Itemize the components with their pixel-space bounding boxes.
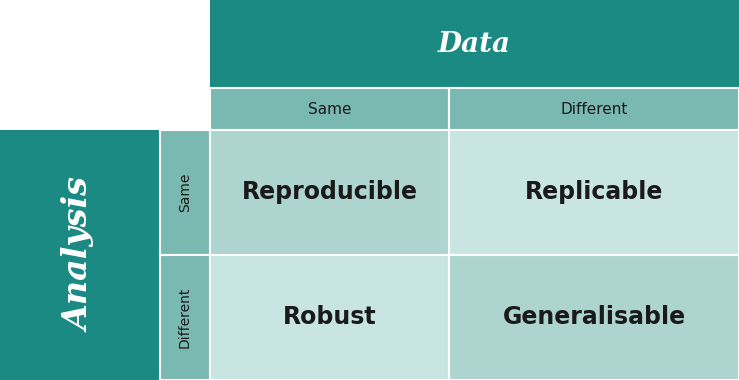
Text: Replicable: Replicable (525, 180, 663, 204)
Bar (449, 130, 739, 255)
Bar (160, 255, 210, 380)
Bar (210, 0, 739, 88)
Bar (0, 130, 160, 380)
Bar (160, 130, 210, 255)
Bar (210, 88, 449, 130)
Text: Same: Same (178, 173, 192, 212)
Bar (0, 0, 160, 218)
Text: Generalisable: Generalisable (503, 306, 686, 329)
Text: Different: Different (178, 287, 192, 348)
Text: Reproducible: Reproducible (242, 180, 418, 204)
Bar (210, 255, 449, 380)
Text: Different: Different (560, 101, 627, 117)
Bar (449, 88, 739, 130)
Text: Analysis: Analysis (64, 178, 97, 332)
Text: Data: Data (438, 30, 511, 57)
Bar (210, 130, 449, 255)
Text: Same: Same (307, 101, 351, 117)
Bar (449, 255, 739, 380)
Text: Robust: Robust (283, 306, 376, 329)
